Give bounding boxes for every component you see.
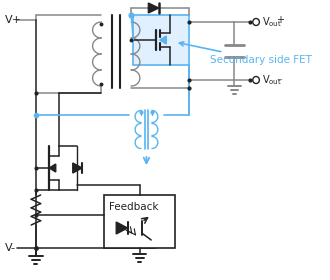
Text: V+: V+ xyxy=(5,15,22,25)
Text: +: + xyxy=(276,15,284,25)
Bar xyxy=(133,15,189,65)
Polygon shape xyxy=(148,3,159,13)
Text: ⁻: ⁻ xyxy=(276,77,282,87)
Text: V$_{\mathregular{out}}$: V$_{\mathregular{out}}$ xyxy=(262,73,281,87)
Polygon shape xyxy=(116,222,128,234)
Polygon shape xyxy=(73,163,82,173)
Polygon shape xyxy=(160,36,166,44)
Text: Secondary side FET: Secondary side FET xyxy=(179,42,312,65)
Polygon shape xyxy=(49,164,56,172)
Text: V-: V- xyxy=(5,243,16,253)
Bar xyxy=(104,195,175,248)
Text: Feedback: Feedback xyxy=(109,202,158,212)
Text: V$_{\mathregular{out}}$: V$_{\mathregular{out}}$ xyxy=(262,15,281,29)
